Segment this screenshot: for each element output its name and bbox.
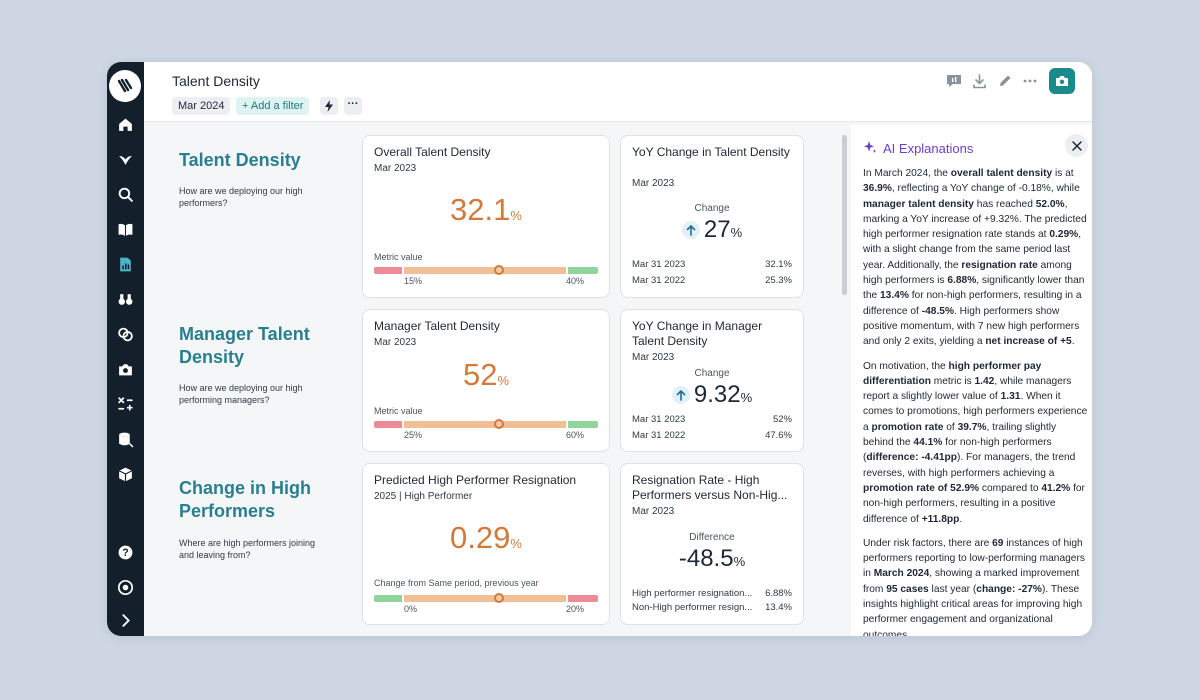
snapshot-button[interactable] bbox=[1049, 68, 1075, 94]
camera-icon[interactable] bbox=[115, 359, 136, 380]
range-bar bbox=[374, 267, 598, 274]
brand-icon[interactable] bbox=[115, 149, 136, 170]
metric-value: 52% bbox=[462, 357, 510, 392]
app-logo-icon[interactable] bbox=[109, 70, 141, 102]
topbar: Talent Density Mar 2024 + Add a filter ·… bbox=[144, 62, 1092, 122]
range-marker bbox=[494, 419, 505, 429]
more-icon[interactable] bbox=[1021, 72, 1039, 90]
change-value-row: 9.32% bbox=[621, 381, 803, 409]
arrow-up-icon bbox=[681, 221, 700, 239]
range-high-tick: 40% bbox=[566, 276, 585, 286]
ai-paragraph: Under risk factors, there are 69 instanc… bbox=[863, 537, 1085, 636]
metric-card-predicted-resignation[interactable]: Predicted High Performer Resignation 202… bbox=[362, 463, 610, 625]
page-title: Talent Density bbox=[172, 73, 260, 89]
metric-label: Metric value bbox=[374, 252, 423, 262]
metric-card-manager-talent-density[interactable]: Manager Talent Density Mar 2023 52% Metr… bbox=[362, 309, 610, 452]
range-bar bbox=[374, 595, 598, 602]
section-title-change-in-high-performers: Change in High Performers bbox=[179, 478, 311, 521]
metric-value: 32.1% bbox=[450, 192, 522, 227]
range-marker bbox=[494, 265, 505, 275]
content-scrollbar[interactable] bbox=[842, 135, 847, 295]
comparison-row: Mar 31 2023 32.1% bbox=[632, 259, 792, 270]
database-icon[interactable] bbox=[115, 429, 136, 450]
cube-icon[interactable] bbox=[115, 464, 136, 485]
section-title-talent-density: Talent Density bbox=[179, 150, 301, 170]
card-subtitle: Mar 2023 bbox=[632, 178, 675, 189]
edit-pencil-icon[interactable] bbox=[996, 72, 1014, 90]
comparison-row: High performer resignation... 6.88% bbox=[632, 588, 792, 599]
book-icon[interactable] bbox=[115, 219, 136, 240]
formula-icon[interactable] bbox=[115, 394, 136, 415]
card-title: YoY Change in Talent Density bbox=[632, 145, 790, 159]
ai-panel-title: AI Explanations bbox=[883, 141, 974, 156]
change-value-row: -48.5% bbox=[621, 545, 803, 573]
card-subtitle: Mar 2023 bbox=[374, 163, 417, 174]
range-high-tick: 60% bbox=[566, 430, 585, 440]
app-window: ? Talent Density Mar 2024 + Add a filter… bbox=[107, 62, 1092, 636]
metric-label: Change from Same period, previous year bbox=[374, 578, 539, 588]
card-title: Manager Talent Density bbox=[374, 319, 500, 333]
change-label: Difference bbox=[689, 532, 735, 543]
card-title: Predicted High Performer Resignation bbox=[374, 473, 577, 487]
card-title: Overall Talent Density bbox=[374, 145, 491, 159]
section-subtitle: Where are high performers joining and le… bbox=[179, 538, 316, 560]
range-low-tick: 15% bbox=[404, 276, 423, 286]
comparison-row: Mar 31 2022 25.3% bbox=[632, 275, 792, 286]
ai-explanations-panel: AI Explanations In March 2024, the overa… bbox=[851, 125, 1092, 636]
change-card-yoy-manager-talent-density[interactable]: YoY Change in Manager Talent Density Mar… bbox=[620, 309, 804, 452]
svg-text:?: ? bbox=[122, 547, 128, 559]
card-subtitle: Mar 2023 bbox=[632, 506, 675, 517]
close-icon[interactable] bbox=[1065, 134, 1088, 157]
report-icon[interactable] bbox=[115, 254, 136, 275]
section-subtitle: How are we deploying our high performers… bbox=[179, 186, 303, 208]
metric-label: Metric value bbox=[374, 406, 423, 416]
change-value-row: 27% bbox=[621, 216, 803, 244]
download-icon[interactable] bbox=[970, 72, 988, 90]
ai-paragraph: In March 2024, the overall talent densit… bbox=[863, 168, 1087, 348]
binoculars-icon[interactable] bbox=[115, 289, 136, 310]
range-bar bbox=[374, 421, 598, 428]
change-card-resignation-rate[interactable]: Resignation Rate - High Performers versu… bbox=[620, 463, 804, 625]
card-title: YoY Change in Manager Talent Density bbox=[632, 319, 763, 348]
bolt-icon[interactable] bbox=[320, 97, 338, 115]
sidebar: ? bbox=[107, 62, 144, 636]
comparison-row: Mar 31 2023 52% bbox=[632, 414, 792, 425]
card-subtitle: 2025 | High Performer bbox=[374, 491, 473, 502]
change-card-yoy-talent-density[interactable]: YoY Change in Talent Density Mar 2023 Ch… bbox=[620, 135, 804, 298]
metric-value: 0.29% bbox=[450, 520, 522, 555]
expand-chevron-icon[interactable] bbox=[115, 610, 136, 631]
change-label: Change bbox=[694, 203, 730, 214]
card-subtitle: Mar 2023 bbox=[374, 337, 417, 348]
range-low-tick: 25% bbox=[404, 430, 423, 440]
main-content: Talent Density Mar 2024 + Add a filter ·… bbox=[144, 62, 1092, 636]
change-value: 9.32% bbox=[693, 381, 753, 408]
change-label: Change bbox=[694, 368, 730, 379]
ai-panel-header: AI Explanations bbox=[863, 140, 973, 157]
profile-icon[interactable] bbox=[115, 577, 136, 598]
ai-explanation-text: In March 2024, the overall talent densit… bbox=[863, 166, 1089, 636]
comparison-row: Non-High performer resign... 13.4% bbox=[632, 602, 792, 613]
date-chip[interactable]: Mar 2024 bbox=[172, 97, 231, 115]
range-low-tick: 0% bbox=[404, 604, 418, 614]
arrow-up-icon bbox=[671, 386, 690, 404]
overlap-circles-icon[interactable] bbox=[115, 324, 136, 345]
ai-paragraph: On motivation, the high performer pay di… bbox=[863, 360, 1088, 525]
section-subtitle: How are we deploying our high performing… bbox=[179, 383, 303, 405]
card-subtitle: Mar 2023 bbox=[632, 352, 675, 363]
range-marker bbox=[494, 593, 505, 603]
card-title: Resignation Rate - High Performers versu… bbox=[632, 473, 788, 502]
sparkle-icon bbox=[863, 140, 877, 157]
range-high-tick: 20% bbox=[566, 604, 585, 614]
search-icon[interactable] bbox=[115, 184, 136, 205]
home-icon[interactable] bbox=[115, 114, 136, 135]
chat-comment-icon[interactable] bbox=[945, 72, 963, 90]
section-title-manager-talent-density: Manager Talent Density bbox=[179, 324, 310, 367]
filter-more-button[interactable]: ··· bbox=[344, 97, 362, 115]
add-filter-button[interactable]: + Add a filter bbox=[236, 97, 310, 115]
change-value: -48.5% bbox=[678, 545, 746, 572]
comparison-row: Mar 31 2022 47.6% bbox=[632, 430, 792, 441]
metric-card-overall-talent-density[interactable]: Overall Talent Density Mar 2023 32.1% Me… bbox=[362, 135, 610, 298]
change-value: 27% bbox=[703, 216, 743, 243]
help-icon[interactable]: ? bbox=[115, 542, 136, 563]
